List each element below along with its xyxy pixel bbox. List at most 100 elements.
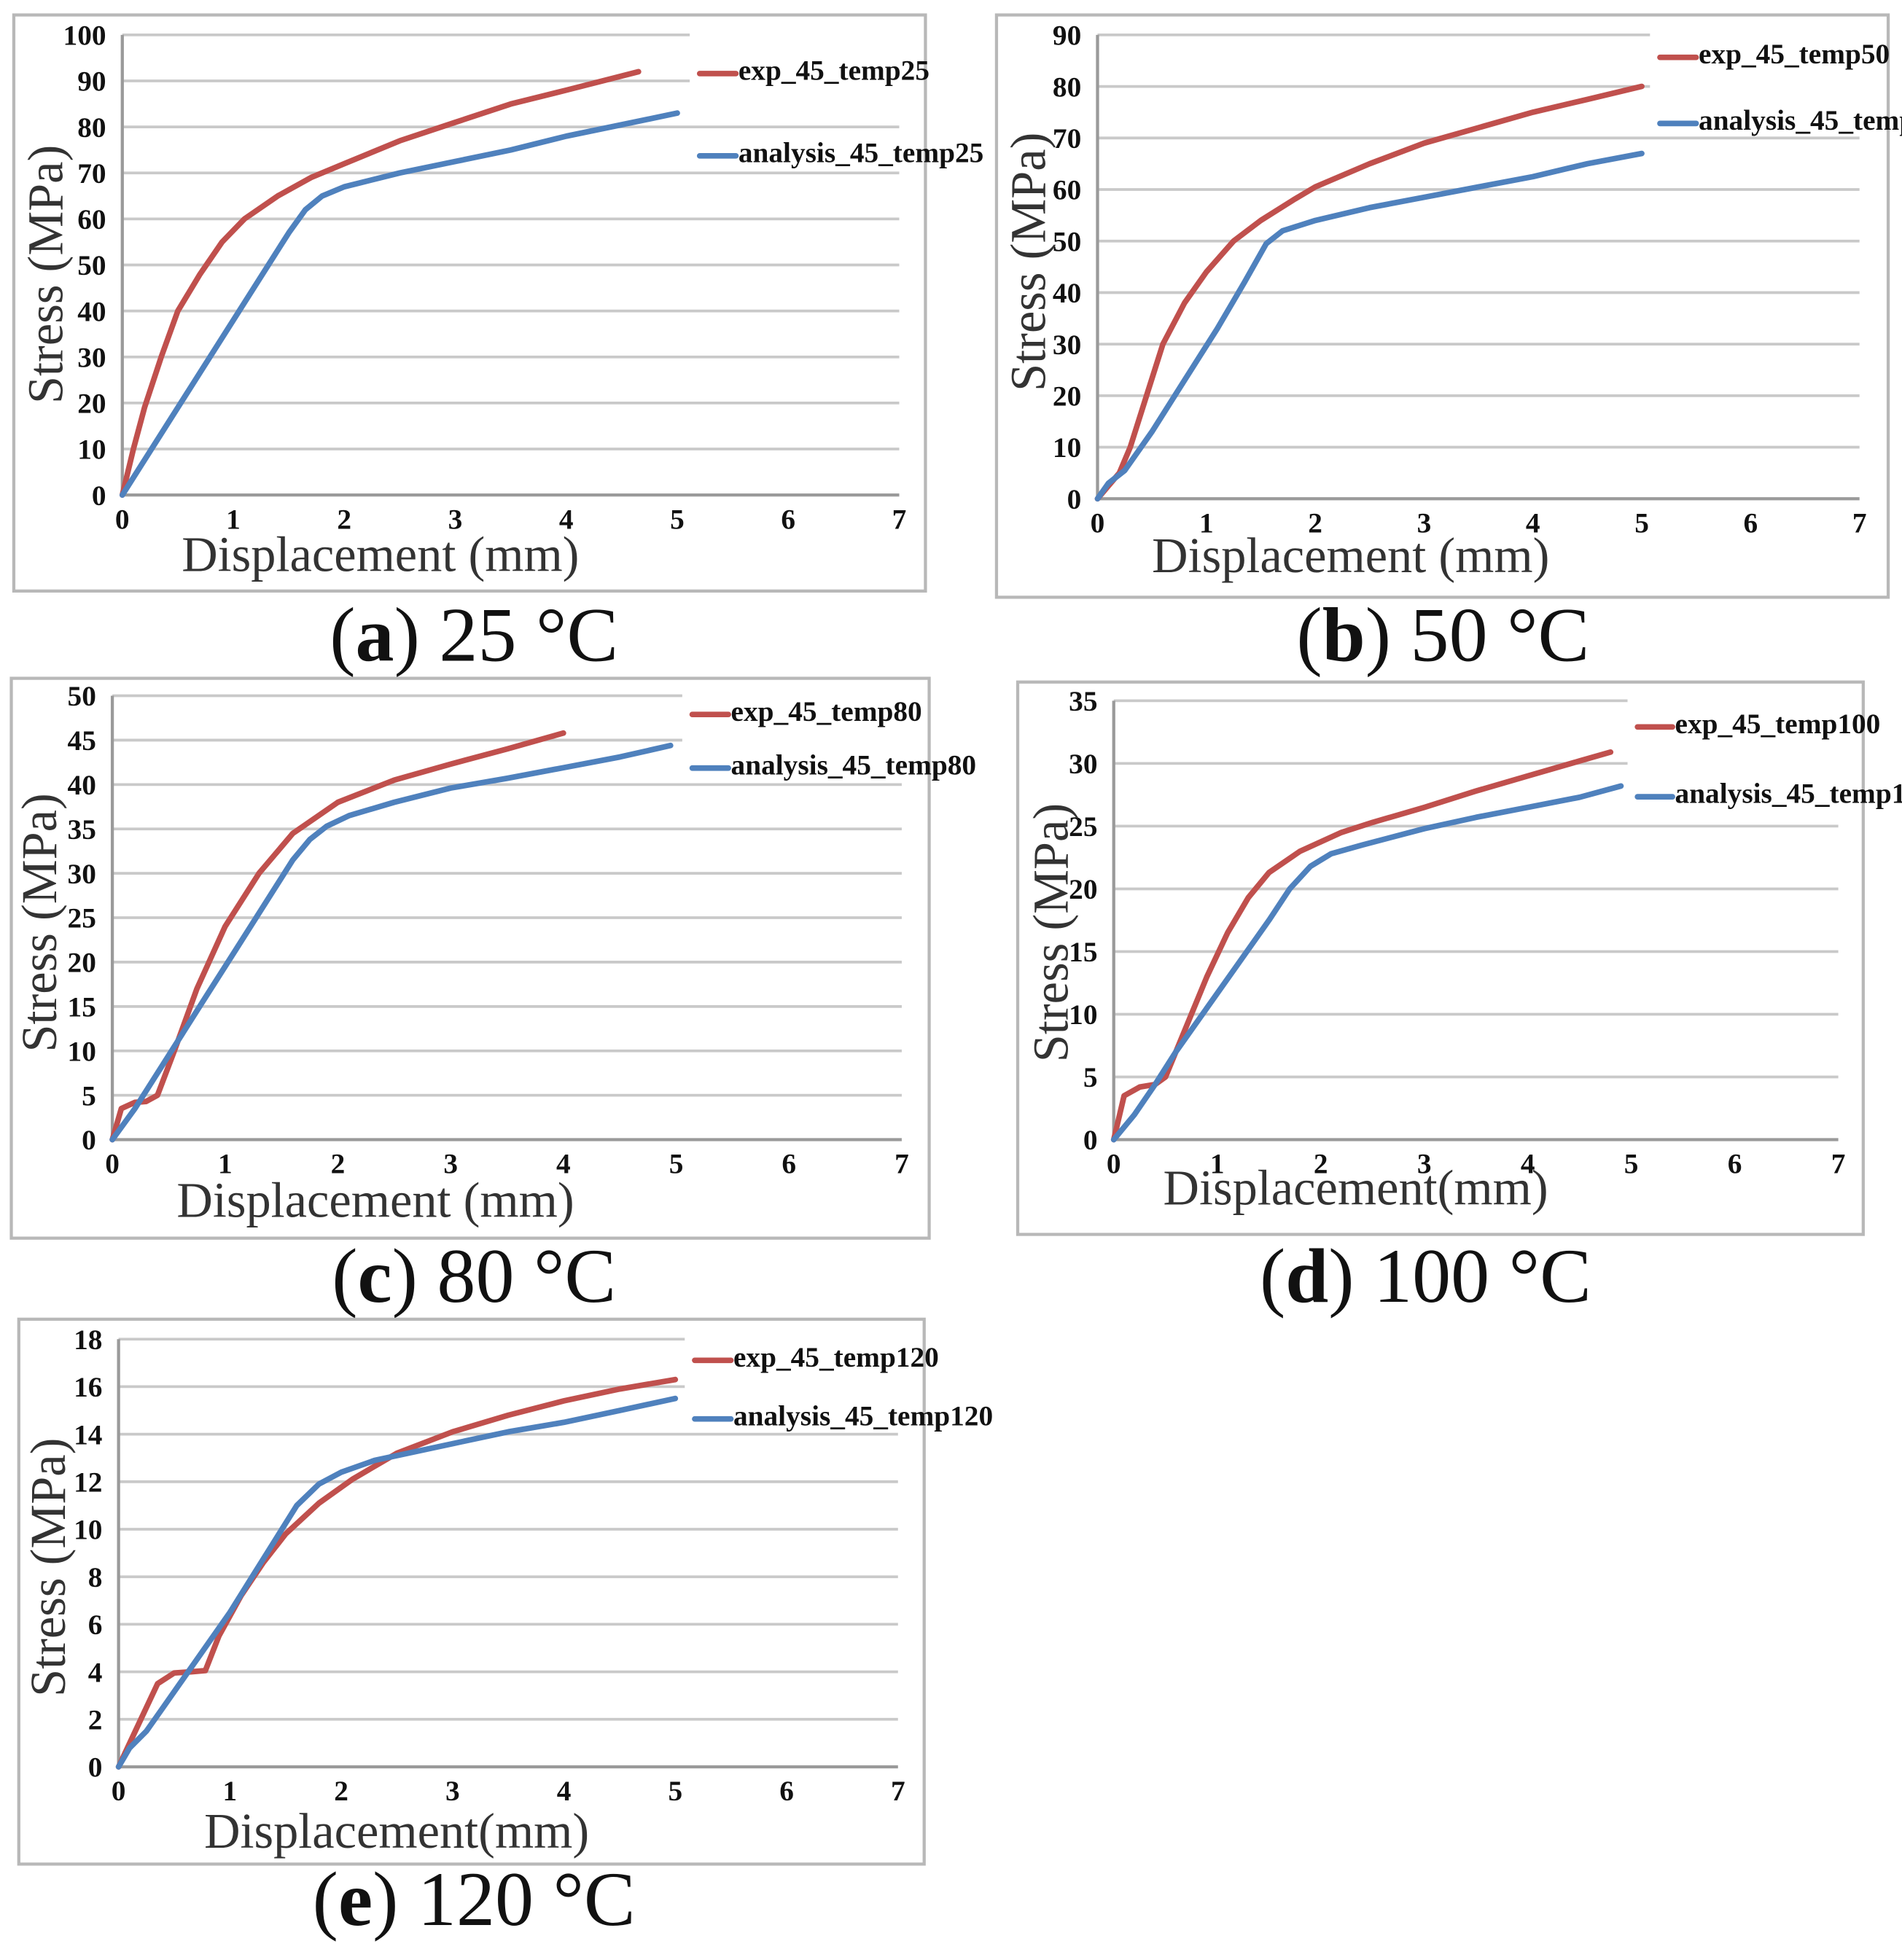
panel-a-y-tick-90: 90 — [77, 66, 106, 98]
panel-c-y-tick-5: 5 — [82, 1079, 96, 1112]
panel-c-legend-label-exp: exp_45_temp80 — [731, 695, 922, 727]
panel-a-x-tick-1: 1 — [226, 503, 241, 535]
panel-e-y-tick-0: 0 — [88, 1752, 103, 1784]
panel-a-y-tick-40: 40 — [77, 295, 106, 327]
panel-b-x-tick-2: 2 — [1308, 507, 1322, 539]
panel-e-y-axis-label: Stress (MPa) — [20, 1438, 76, 1697]
panel-d-x-tick-5: 5 — [1624, 1148, 1639, 1180]
panel-b-x-tick-4: 4 — [1526, 507, 1540, 539]
panel-e-series-exp-line — [115, 1376, 679, 1770]
panel-b-y-tick-30: 30 — [1053, 329, 1081, 361]
panel-b-legend: exp_45_temp50 analysis_45_temp50 — [1657, 38, 1902, 136]
panel-c-x-tick-1: 1 — [218, 1148, 233, 1180]
panel-b-x-tick-0: 0 — [1091, 507, 1105, 539]
panel-c-x-tick-3: 3 — [443, 1148, 458, 1180]
panel-b-y-axis-label: Stress (MPa) — [1001, 133, 1056, 391]
panel-a-series-exp-line — [119, 69, 642, 498]
panel-d-y-tick-10: 10 — [1069, 999, 1097, 1031]
caption-e-letter: e — [338, 1856, 373, 1942]
panel-b-x-tick-3: 3 — [1417, 507, 1432, 539]
panel-b-y-tick-70: 70 — [1053, 122, 1081, 155]
panel-d-series — [1110, 749, 1624, 1143]
panel-d-grid — [1112, 699, 1839, 1141]
panel-a-x-tick-3: 3 — [448, 503, 463, 535]
panel-a-x-tick-7: 7 — [892, 503, 907, 535]
panel-c-y-tick-50: 50 — [68, 680, 96, 712]
panel-e-series — [115, 1376, 679, 1770]
panel-e-y-tick-16: 16 — [74, 1371, 102, 1403]
panel-a-x-axis-label: Displacement (mm) — [182, 526, 579, 582]
panel-a-series — [119, 69, 680, 498]
panel-a-legend-label-exp: exp_45_temp25 — [738, 54, 929, 86]
caption-c: (c) 80 °C — [332, 1233, 616, 1319]
panel-b-x-tick-1: 1 — [1199, 507, 1214, 539]
caption-b-temp: 50 °C — [1411, 592, 1590, 678]
panel-d-legend: exp_45_temp100 analysis_45_temp100 — [1634, 708, 1902, 810]
panel-c-y-tick-10: 10 — [68, 1035, 96, 1067]
panel-d-y-tick-25: 25 — [1069, 811, 1097, 843]
panel-a-x-tick-4: 4 — [559, 503, 574, 535]
panel-c-x-tick-5: 5 — [669, 1148, 684, 1180]
panel-a-y-tick-80: 80 — [77, 112, 106, 144]
panel-d-x-tick-1: 1 — [1210, 1148, 1225, 1180]
panel-d-x-tick-2: 2 — [1314, 1148, 1328, 1180]
panel-e-frame — [17, 1317, 926, 1866]
panel-d-x-tick-3: 3 — [1417, 1148, 1432, 1180]
panel-d-x-tick-0: 0 — [1107, 1148, 1121, 1180]
panel-b-y-tick-90: 90 — [1053, 20, 1081, 52]
panel-a-x-tick-0: 0 — [115, 503, 130, 535]
panel-e-x-tick-5: 5 — [668, 1775, 682, 1807]
panel-d-ticks: 0 5 10 15 20 25 30 35 0 1 2 3 4 5 6 7 — [1069, 685, 1845, 1180]
panel-d-x-axis-label: Displacement(mm) — [1164, 1160, 1548, 1215]
panel-c-x-axis-label: Displacement (mm) — [176, 1173, 574, 1228]
panel-b-grid — [1096, 34, 1860, 501]
panel-e-legend-label-analysis: analysis_45_temp120 — [733, 1399, 993, 1432]
panel-e-x-tick-0: 0 — [112, 1775, 126, 1807]
panel-c-legend: exp_45_temp80 analysis_45_temp80 — [689, 695, 977, 781]
panel-a-x-tick-2: 2 — [337, 503, 351, 535]
panel-b-legend-label-analysis: analysis_45_temp50 — [1699, 104, 1902, 136]
panel-e-x-tick-4: 4 — [557, 1775, 572, 1807]
panel-a-y-axis-label: Stress (MPa) — [18, 145, 74, 404]
panel-a-x-tick-5: 5 — [670, 503, 685, 535]
panel-e-y-tick-2: 2 — [88, 1703, 103, 1736]
panel-d-legend-label-analysis: analysis_45_temp100 — [1675, 778, 1902, 810]
panel-b-series — [1094, 83, 1645, 502]
panel-b-ticks: 0 10 20 30 40 50 60 70 80 90 0 1 2 3 4 5 6 7 — [1053, 20, 1867, 539]
panel-c-y-axis-label: Stress (MPa) — [12, 793, 67, 1052]
panel-c-legend-label-analysis: analysis_45_temp80 — [731, 749, 977, 781]
panel-d-frame — [1016, 680, 1865, 1236]
panel-c-x-tick-7: 7 — [895, 1148, 909, 1180]
caption-c-letter: c — [358, 1233, 392, 1319]
panel-d-y-tick-35: 35 — [1069, 685, 1097, 717]
panel-c-x-tick-0: 0 — [105, 1148, 120, 1180]
panel-c-y-tick-0: 0 — [82, 1124, 96, 1156]
panel-e-y-tick-8: 8 — [88, 1561, 103, 1593]
panel-e-y-tick-14: 14 — [74, 1418, 102, 1451]
caption-d-letter: d — [1285, 1233, 1328, 1319]
caption-d: (d) 100 °C — [1260, 1233, 1591, 1319]
panel-b-x-axis-label: Displacement (mm) — [1152, 528, 1549, 583]
panel-e-x-tick-6: 6 — [779, 1775, 794, 1807]
panel-d-y-tick-20: 20 — [1069, 873, 1097, 905]
panel-b-y-tick-50: 50 — [1053, 225, 1081, 257]
panel-a-legend: exp_45_temp25 analysis_45_temp25 — [696, 54, 983, 168]
panel-a-y-tick-0: 0 — [92, 480, 106, 512]
panel-e-y-tick-4: 4 — [88, 1656, 103, 1688]
panel-b-x-tick-7: 7 — [1852, 507, 1867, 539]
panel-c-y-tick-25: 25 — [68, 902, 96, 934]
panel-b-legend-label-exp: exp_45_temp50 — [1699, 38, 1890, 70]
panel-a-y-tick-100: 100 — [63, 20, 106, 52]
caption-a-letter: a — [356, 592, 394, 678]
panel-b-y-tick-10: 10 — [1053, 432, 1081, 464]
panel-c-grid — [110, 694, 902, 1141]
panel-b-y-tick-20: 20 — [1053, 380, 1081, 413]
panel-c-series — [109, 730, 674, 1143]
panel-c-x-tick-6: 6 — [782, 1148, 796, 1180]
panel-e-x-tick-3: 3 — [445, 1775, 460, 1807]
panel-a-y-tick-20: 20 — [77, 388, 106, 420]
panel-b-x-tick-6: 6 — [1744, 507, 1758, 539]
caption-e-temp: 120 °C — [418, 1856, 636, 1942]
